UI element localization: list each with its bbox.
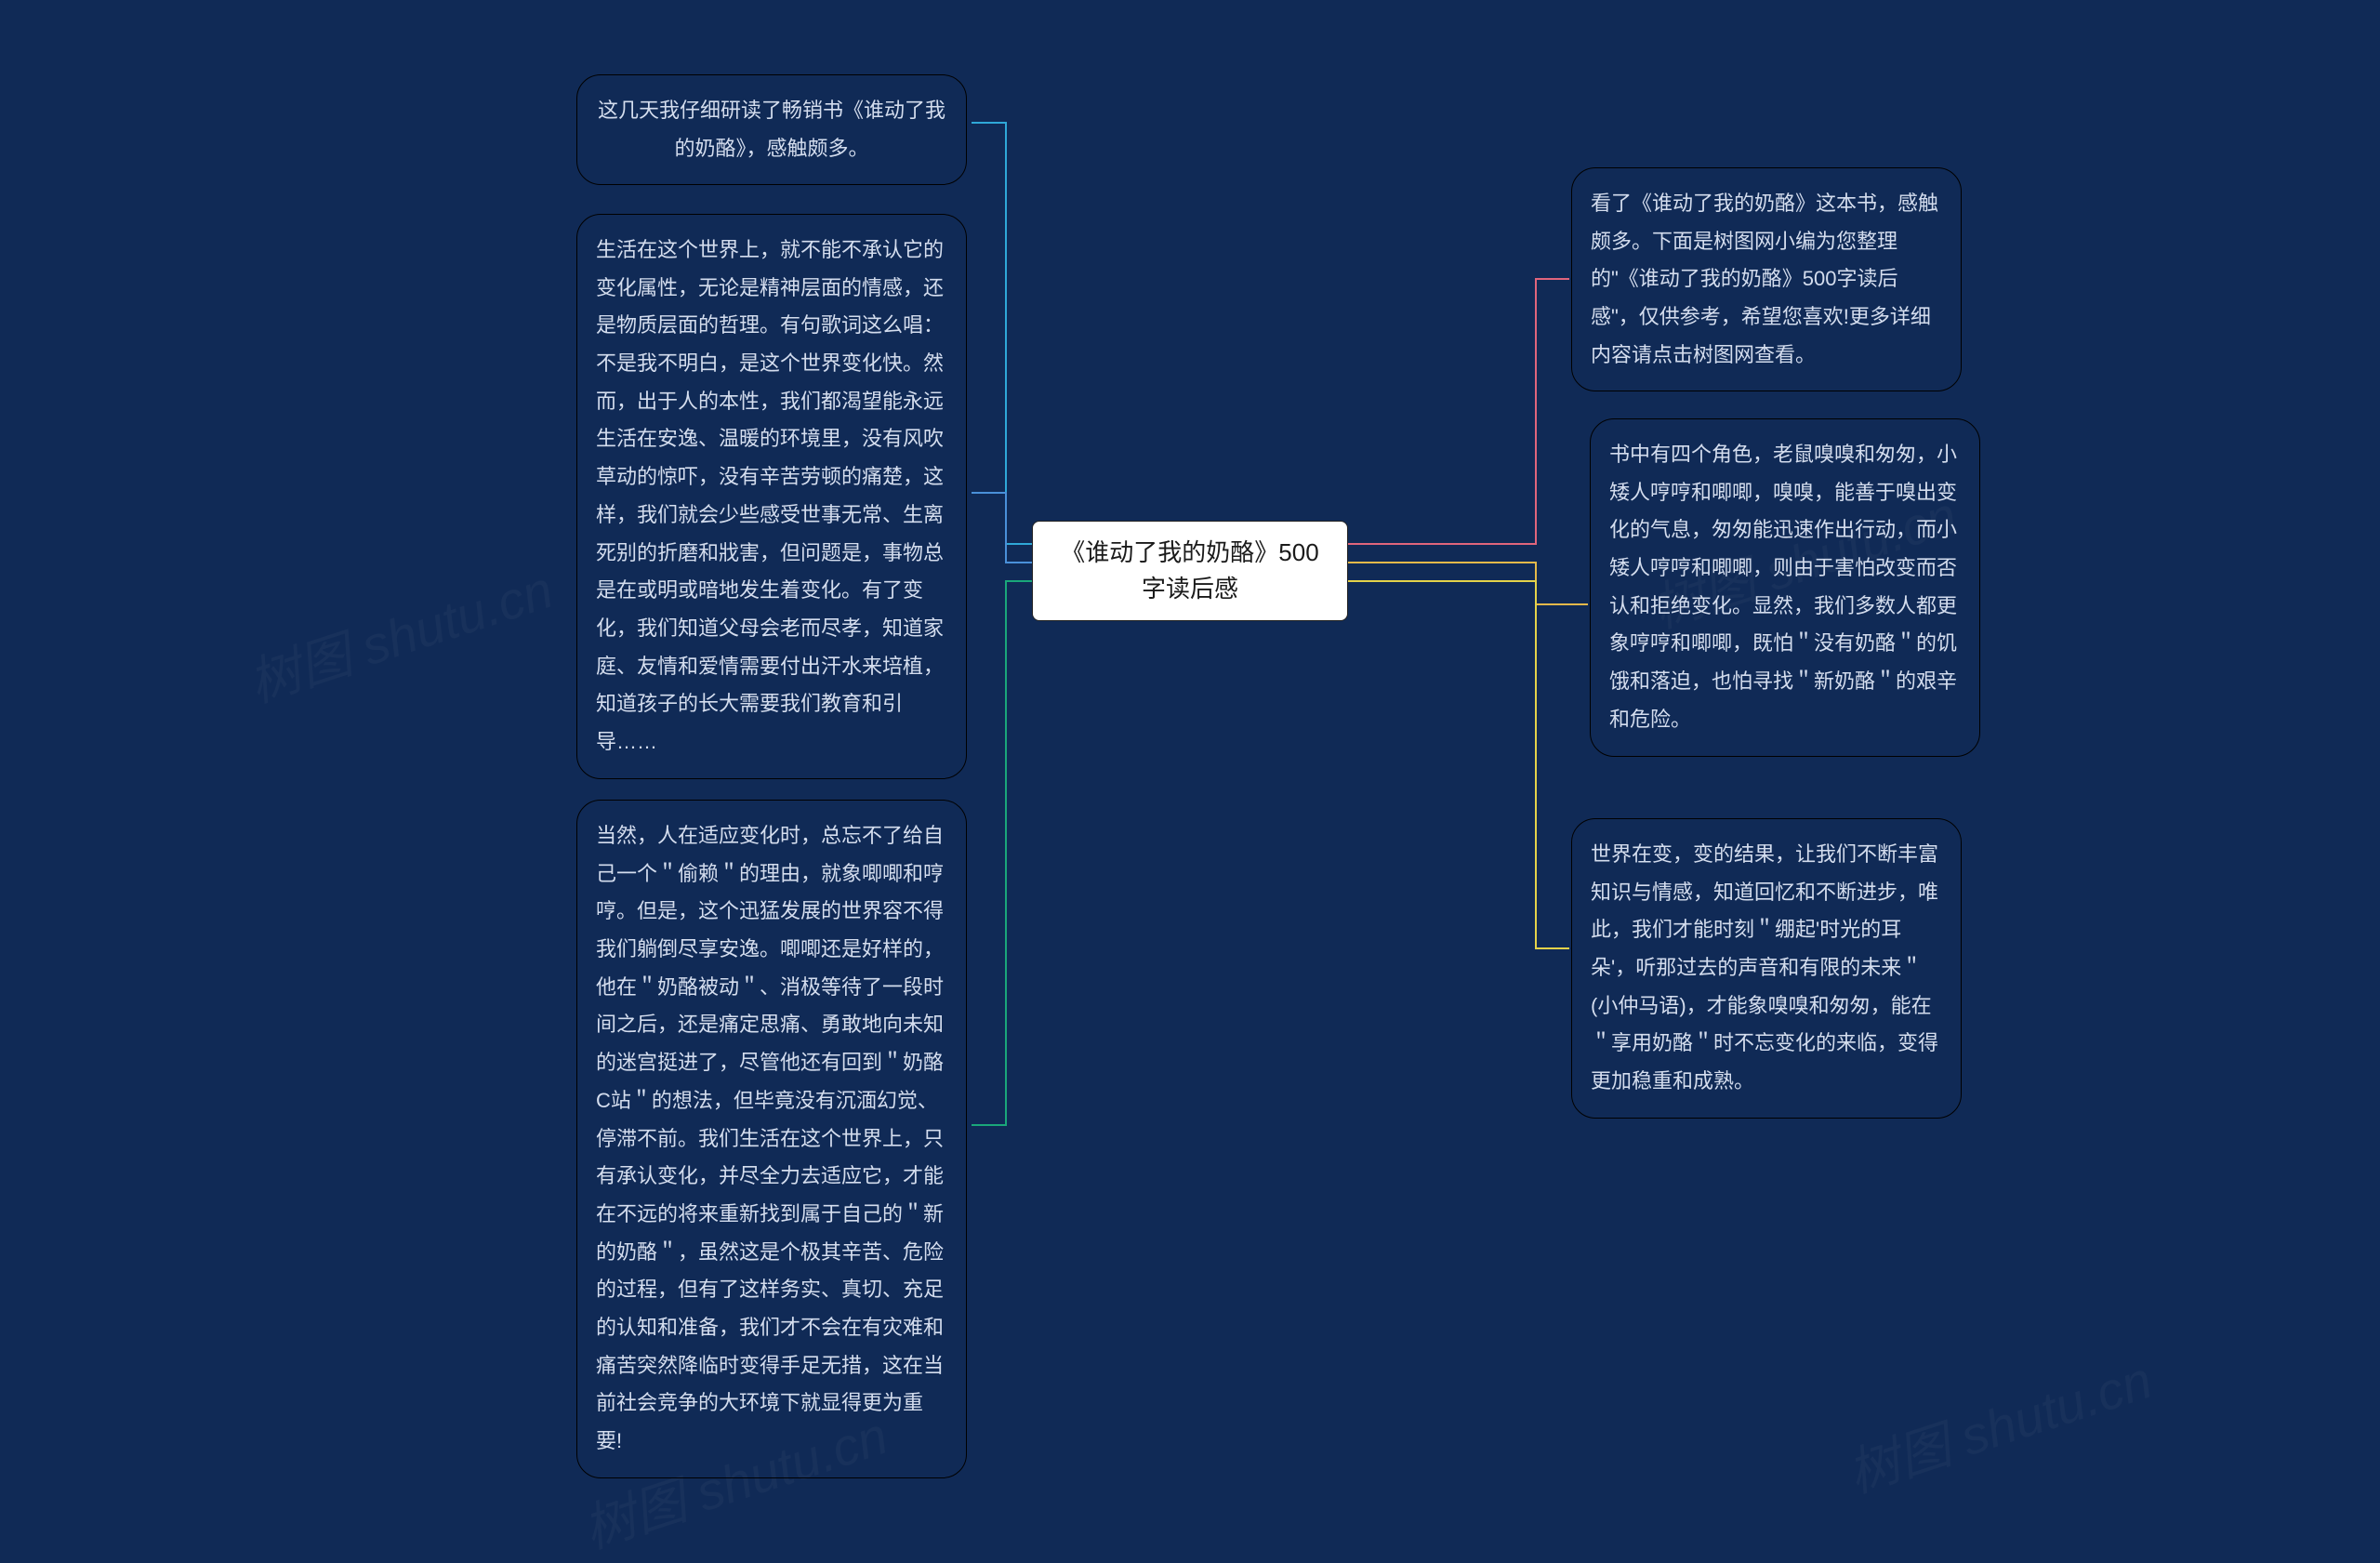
- connector-r1: [1348, 279, 1569, 544]
- branch-node-r2[interactable]: 书中有四个角色，老鼠嗅嗅和匆匆，小矮人哼哼和唧唧，嗅嗅，能善于嗅出变化的气息，匆…: [1590, 418, 1980, 757]
- watermark-text: 树图 shutu.cn: [238, 549, 562, 718]
- branch-node-text: 世界在变，变的结果，让我们不断丰富知识与情感，知道回忆和不断进步，唯此，我们才能…: [1591, 842, 1938, 1093]
- branch-node-l2[interactable]: 生活在这个世界上，就不能不承认它的变化属性，无论是精神层面的情感，还是物质层面的…: [576, 214, 967, 779]
- branch-node-text: 这几天我仔细研读了畅销书《谁动了我的奶酪》，感触颇多。: [598, 99, 945, 160]
- mindmap-canvas: 树图 shutu.cn树图 shutu.cn树图 shutu.cn树图 shut…: [0, 0, 2380, 1489]
- branch-node-text: 生活在这个世界上，就不能不承认它的变化属性，无论是精神层面的情感，还是物质层面的…: [596, 238, 944, 753]
- connector-l1: [972, 123, 1032, 544]
- connector-r2: [1348, 563, 1588, 604]
- branch-node-l3[interactable]: 当然，人在适应变化时，总忘不了给自己一个＂偷赖＂的理由，就象唧唧和哼哼。但是，这…: [576, 800, 967, 1478]
- connector-layer: [0, 0, 2380, 1489]
- connector-r3: [1348, 581, 1569, 948]
- branch-node-text: 看了《谁动了我的奶酪》这本书，感触颇多。下面是树图网小编为您整理的"《谁动了我的…: [1591, 192, 1938, 366]
- branch-node-text: 当然，人在适应变化时，总忘不了给自己一个＂偷赖＂的理由，就象唧唧和哼哼。但是，这…: [596, 824, 944, 1452]
- connector-l2: [972, 493, 1032, 563]
- connector-l3: [972, 581, 1032, 1125]
- branch-node-text: 书中有四个角色，老鼠嗅嗅和匆匆，小矮人哼哼和唧唧，嗅嗅，能善于嗅出变化的气息，匆…: [1609, 443, 1957, 731]
- center-topic-text: 《谁动了我的奶酪》500字读后感: [1061, 538, 1318, 603]
- branch-node-r1[interactable]: 看了《谁动了我的奶酪》这本书，感触颇多。下面是树图网小编为您整理的"《谁动了我的…: [1571, 167, 1962, 391]
- branch-node-l1[interactable]: 这几天我仔细研读了畅销书《谁动了我的奶酪》，感触颇多。: [576, 74, 967, 185]
- watermark-text: 树图 shutu.cn: [1837, 1339, 2161, 1508]
- center-topic[interactable]: 《谁动了我的奶酪》500字读后感: [1032, 521, 1348, 621]
- branch-node-r3[interactable]: 世界在变，变的结果，让我们不断丰富知识与情感，知道回忆和不断进步，唯此，我们才能…: [1571, 818, 1962, 1119]
